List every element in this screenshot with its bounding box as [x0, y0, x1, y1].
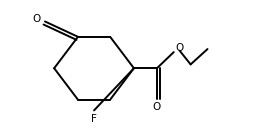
Text: O: O	[153, 102, 161, 112]
Text: O: O	[176, 43, 184, 53]
Text: O: O	[33, 14, 41, 24]
Text: F: F	[91, 114, 97, 124]
